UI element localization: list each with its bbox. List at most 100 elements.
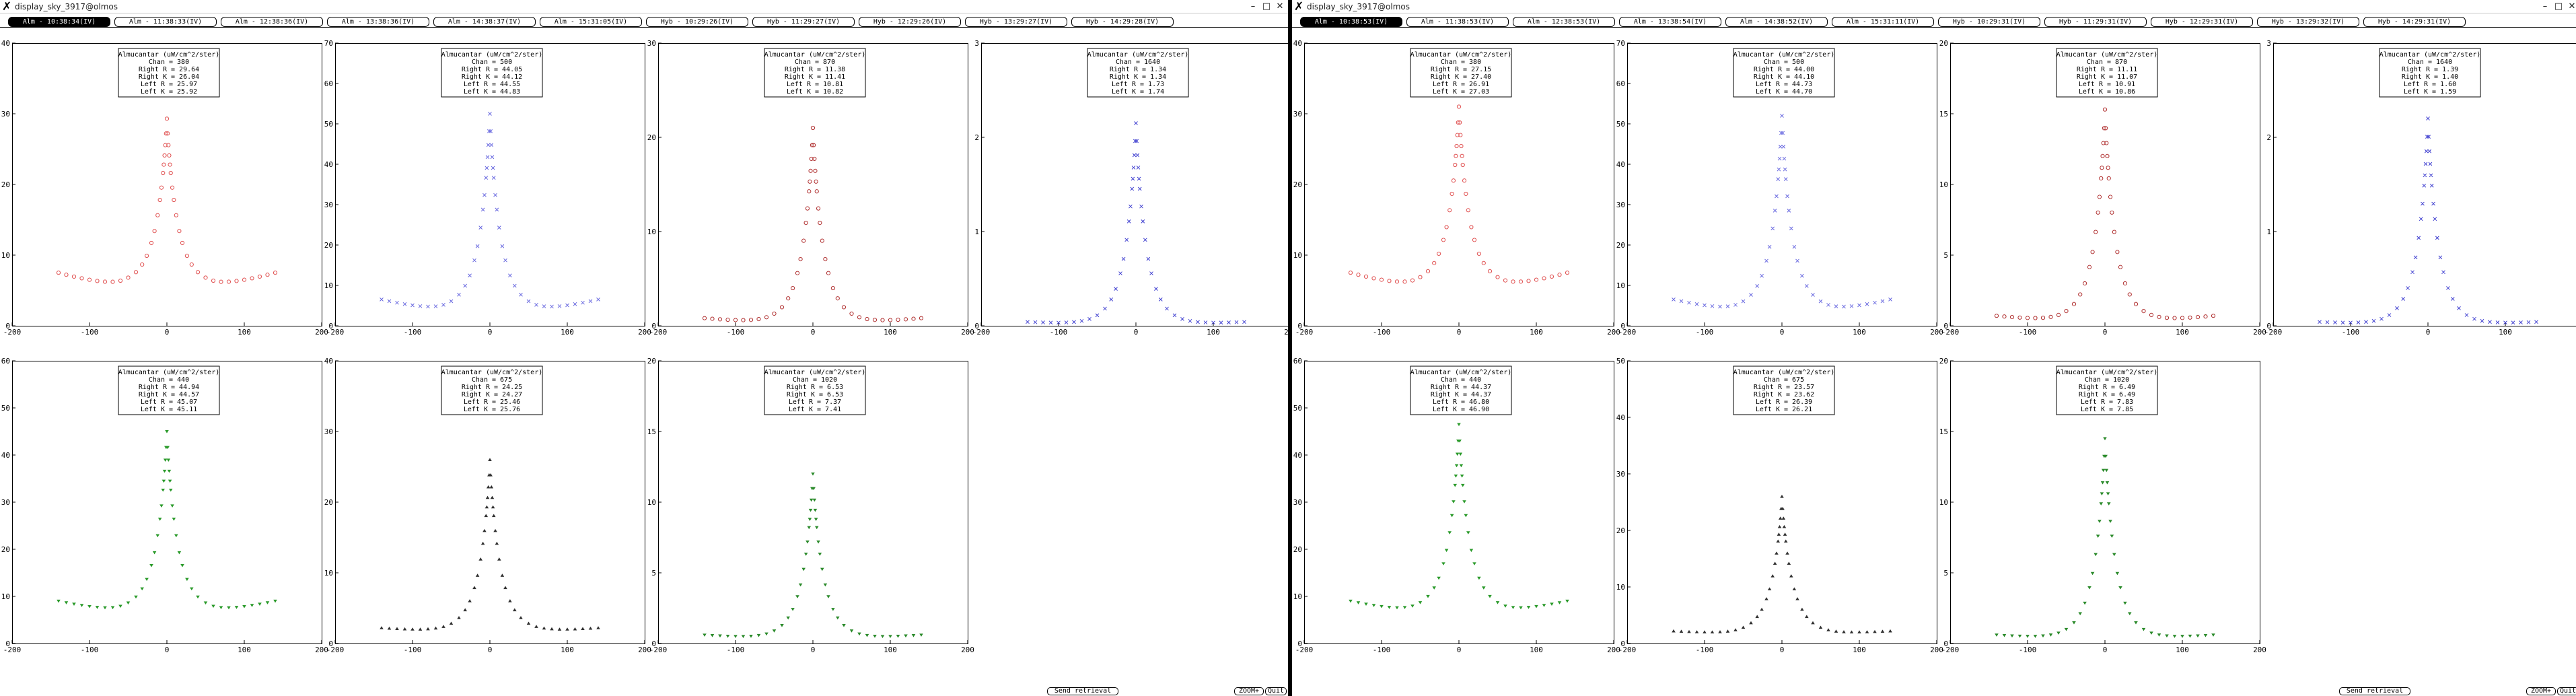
data-point-45	[588, 299, 593, 304]
data-point-36	[519, 292, 523, 297]
close-icon[interactable]: ✕	[2568, 1, 2576, 11]
data-point-44	[1873, 629, 1877, 633]
data-point-7	[2371, 318, 2376, 323]
data-point-28	[168, 488, 173, 492]
data-point-21	[1455, 452, 1460, 456]
title-bar[interactable]: ✗ display_sky_3917@olmos – □ ✕	[1292, 0, 2576, 13]
data-point-12	[145, 578, 149, 582]
data-point-14	[1767, 587, 1772, 591]
quit-button[interactable]: Quit	[1265, 687, 1287, 695]
data-point-24	[166, 131, 170, 136]
x-logo-icon: ✗	[1294, 0, 1304, 13]
data-point-1	[2325, 320, 2330, 324]
data-point-18	[2099, 176, 2104, 181]
tab-2[interactable]: Alm - 11:38:53(IV)	[1406, 17, 1509, 27]
data-point-7	[1402, 606, 1407, 609]
data-point-34	[830, 285, 835, 291]
data-point-26	[813, 168, 818, 173]
tab-1[interactable]: Alm - 10:38:53(IV)	[1300, 17, 1402, 27]
data-point-0	[57, 599, 61, 603]
y-tick-label: 0	[1943, 639, 1948, 648]
tab-8[interactable]: Hyb - 11:29:31(IV)	[2044, 17, 2147, 27]
legend-line: Almucantar (uW/cm^2/ster)	[118, 51, 220, 59]
data-point-6	[1395, 606, 1399, 610]
data-point-31	[497, 557, 501, 561]
legend-line: Right R = 6.53	[787, 384, 843, 391]
zoom-button[interactable]: ZOOM+	[2526, 687, 2556, 695]
title-bar[interactable]: ✗ display_sky_3917@olmos – □ ✕	[0, 0, 1288, 13]
data-point-30	[2110, 210, 2114, 215]
tab-7[interactable]: Hyb - 10:29:26(IV)	[646, 17, 748, 27]
tab-4[interactable]: Alm - 13:38:54(IV)	[1619, 17, 1721, 27]
data-point-37	[1495, 275, 1500, 279]
minimize-icon[interactable]: –	[2542, 1, 2548, 11]
data-point-35	[190, 587, 194, 591]
tab-3[interactable]: Alm - 12:38:53(IV)	[1513, 17, 1615, 27]
send-retrieval-button[interactable]: Send retrieval	[2339, 687, 2410, 695]
tab-6[interactable]: Alm - 15:31:05(IV)	[540, 17, 642, 27]
data-point-3	[725, 635, 730, 638]
data-point-26	[813, 508, 818, 512]
legend-line: Right K = 23.62	[1754, 391, 1814, 398]
y-tick-label: 30	[1, 110, 10, 118]
data-point-42	[2503, 320, 2507, 325]
legend-line: Left K = 10.86	[2079, 88, 2135, 96]
data-point-26	[2428, 162, 2433, 166]
data-point-43	[896, 635, 900, 638]
tab-7[interactable]: Hyb - 10:29:31(IV)	[1938, 17, 2040, 27]
y-tick-label: 60	[1616, 79, 1625, 88]
tab-8[interactable]: Hyb - 11:29:27(IV)	[752, 17, 855, 27]
legend-line: Right R = 11.11	[2077, 66, 2137, 73]
x-tick-label: 200	[1607, 646, 1620, 654]
quit-button[interactable]: Quit	[2557, 687, 2576, 695]
y-tick-label: 0	[2266, 322, 2271, 330]
tab-2[interactable]: Alm - 11:38:33(IV)	[114, 17, 217, 27]
legend-line: Left K = 25.92	[141, 88, 197, 96]
data-point-23	[1457, 423, 1461, 427]
legend-line: Right R = 44.00	[1754, 66, 1814, 73]
tab-11[interactable]: Hyb - 14:29:31(IV)	[2363, 17, 2466, 27]
send-retrieval-button[interactable]: Send retrieval	[1047, 687, 1118, 695]
y-tick-label: 40	[1616, 413, 1625, 422]
data-point-35	[189, 262, 194, 267]
data-point-13	[149, 240, 154, 246]
data-point-7	[110, 606, 115, 610]
y-tick-label: 0	[1943, 322, 1948, 330]
tab-3[interactable]: Alm - 12:38:36(IV)	[221, 17, 323, 27]
tab-11[interactable]: Hyb - 14:29:28(IV)	[1071, 17, 1174, 27]
tab-9[interactable]: Hyb - 12:29:31(IV)	[2151, 17, 2253, 27]
tab-6[interactable]: Alm - 15:31:11(IV)	[1832, 17, 1934, 27]
maximize-icon[interactable]: □	[1262, 1, 1271, 11]
tab-1[interactable]: Alm - 10:38:34(IV)	[8, 17, 110, 27]
data-point-2	[2333, 320, 2337, 324]
maximize-icon[interactable]: □	[2554, 1, 2563, 11]
data-point-3	[79, 604, 84, 607]
data-point-28	[491, 176, 496, 180]
data-point-14	[2413, 255, 2418, 260]
tab-9[interactable]: Hyb - 12:29:26(IV)	[859, 17, 961, 27]
tab-5[interactable]: Alm - 14:38:52(IV)	[1725, 17, 1828, 27]
x-tick-label: 200	[2253, 646, 2266, 654]
close-icon[interactable]: ✕	[1276, 1, 1284, 11]
tab-5[interactable]: Alm - 14:38:37(IV)	[433, 17, 536, 27]
tab-10[interactable]: Hyb - 13:29:32(IV)	[2257, 17, 2359, 27]
x-tick-label: -100	[727, 646, 745, 654]
data-point-41	[2172, 635, 2177, 638]
data-point-21	[1778, 516, 1783, 520]
legend-line: Chan = 1640	[1116, 59, 1160, 66]
zoom-button[interactable]: ZOOM+	[1234, 687, 1264, 695]
x-tick-label: -100	[81, 328, 99, 337]
data-point-33	[1149, 271, 1153, 275]
tab-10[interactable]: Hyb - 13:29:27(IV)	[965, 17, 1067, 27]
x-tick-label: -200	[1618, 646, 1637, 654]
data-point-18	[1776, 177, 1781, 182]
minimize-icon[interactable]: –	[1250, 1, 1256, 11]
data-point-20	[162, 153, 167, 158]
data-point-7	[756, 633, 761, 637]
y-tick-label: 60	[324, 79, 333, 88]
data-point-28	[814, 526, 819, 530]
tab-4[interactable]: Alm - 13:38:36(IV)	[327, 17, 429, 27]
data-point-45	[1880, 299, 1885, 304]
